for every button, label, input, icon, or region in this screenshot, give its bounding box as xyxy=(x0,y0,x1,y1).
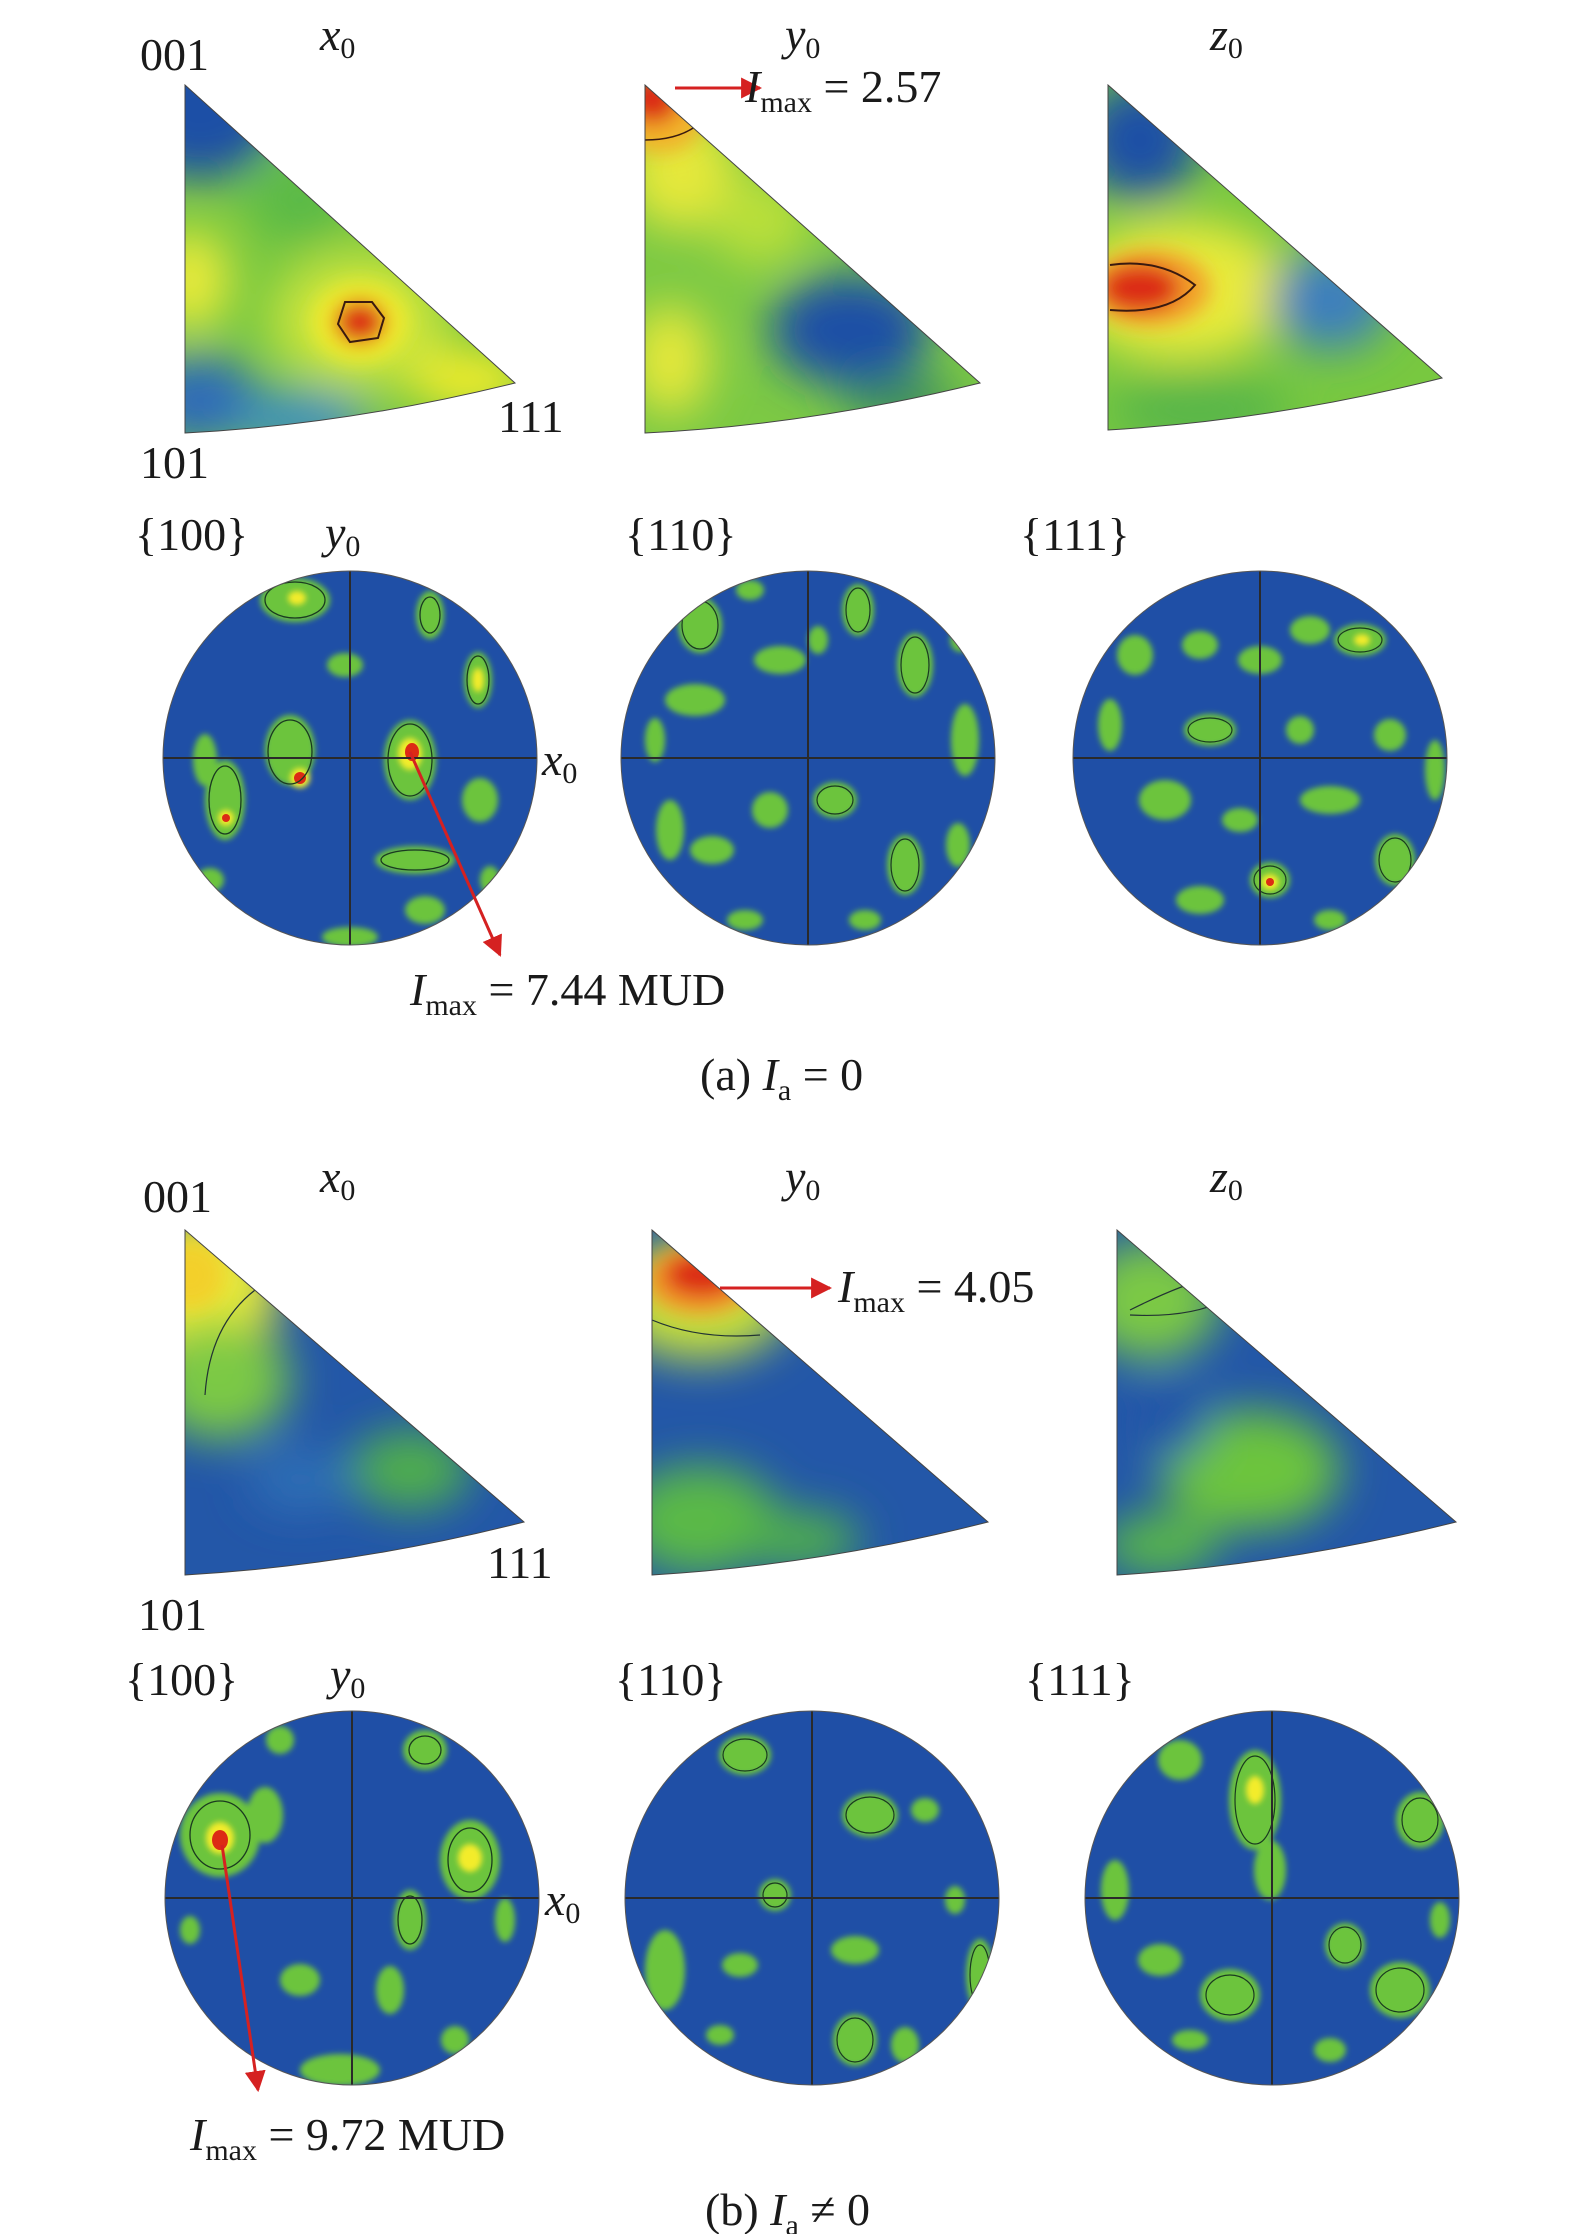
pf-axis-x-a: x0 xyxy=(541,734,577,790)
ipf-map-a-z xyxy=(1107,83,1444,431)
caption-a: (a) Ia = 0 xyxy=(700,1049,863,1107)
pf-label-b-111: {111} xyxy=(1025,1654,1135,1705)
panel-a: 001 101 111 x0 y0 z0 Imax = 2.57 {100} {… xyxy=(135,9,1448,1107)
ipf-axis-label-b-x: x0 xyxy=(319,1151,355,1207)
panel-b: 001 101 111 x0 y0 z0 Imax = 4.05 {100} {… xyxy=(125,1151,1460,2234)
ipf-corner-top-b: 001 xyxy=(143,1171,212,1222)
ipf-corner-bottom-left-a: 101 xyxy=(140,437,209,488)
pole-figure-a-111 xyxy=(1072,570,1448,946)
ipf-map-a-y xyxy=(644,83,982,434)
pole-figure-a-100 xyxy=(162,570,538,946)
ipf-axis-label-a-z: z0 xyxy=(1209,9,1243,65)
pf-axis-x-b: x0 xyxy=(544,1874,580,1930)
ipf-map-a-x xyxy=(184,83,517,434)
arrow-imax-a-pf xyxy=(408,751,502,957)
ipf-map-b-y xyxy=(651,1228,990,1576)
caption-b: (b) Ia ≠ 0 xyxy=(705,2184,870,2234)
ipf-corner-top-a: 001 xyxy=(140,29,209,80)
pole-figure-b-110 xyxy=(624,1710,1000,2086)
pole-figure-b-100 xyxy=(164,1710,540,2086)
pf-label-a-100: {100} xyxy=(135,509,248,560)
pf-label-b-110: {110} xyxy=(615,1654,726,1705)
ipf-axis-label-a-x: x0 xyxy=(319,9,355,65)
ipf-corner-bottom-left-b: 101 xyxy=(138,1589,207,1640)
ipf-axis-label-a-y: y0 xyxy=(781,9,820,65)
ipf-map-b-z xyxy=(1116,1228,1458,1576)
pf-axis-y-b: y0 xyxy=(326,1649,365,1705)
imax-annotation-b-ipf: Imax = 4.05 xyxy=(837,1261,1034,1319)
ipf-axis-label-b-z: z0 xyxy=(1209,1151,1243,1207)
pf-label-a-111: {111} xyxy=(1020,509,1130,560)
imax-annotation-b-pf: Imax = 9.72 MUD xyxy=(189,2109,505,2167)
arrow-imax-b-pf xyxy=(220,1844,266,2093)
ipf-axis-label-b-y: y0 xyxy=(781,1151,820,1207)
ipf-corner-bottom-right-b: 111 xyxy=(487,1537,553,1588)
pole-figure-b-111 xyxy=(1084,1710,1460,2086)
pf-label-a-110: {110} xyxy=(625,509,736,560)
pf-label-b-100: {100} xyxy=(125,1654,238,1705)
pole-figure-a-110 xyxy=(620,570,996,946)
ipf-corner-bottom-right-a: 111 xyxy=(498,391,564,442)
imax-annotation-a-pf: Imax = 7.44 MUD xyxy=(409,964,725,1022)
pf-axis-y-a: y0 xyxy=(321,507,360,563)
imax-annotation-a-ipf: Imax = 2.57 xyxy=(744,61,941,119)
